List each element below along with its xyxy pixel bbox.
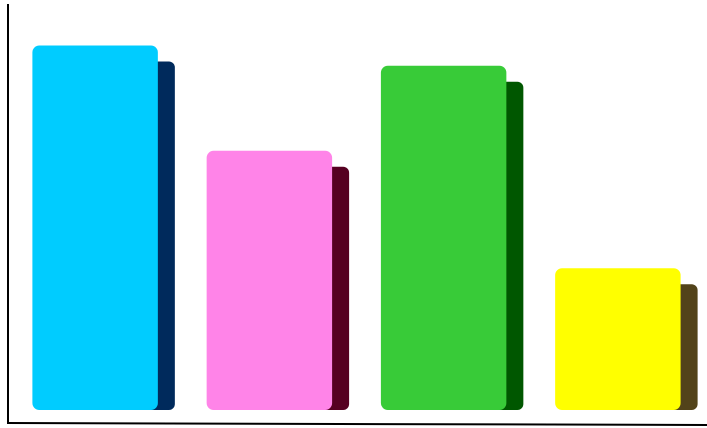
bar [206, 150, 333, 411]
x-axis [6, 422, 707, 426]
bar [555, 268, 681, 410]
bar [32, 45, 158, 410]
bar [380, 65, 507, 410]
